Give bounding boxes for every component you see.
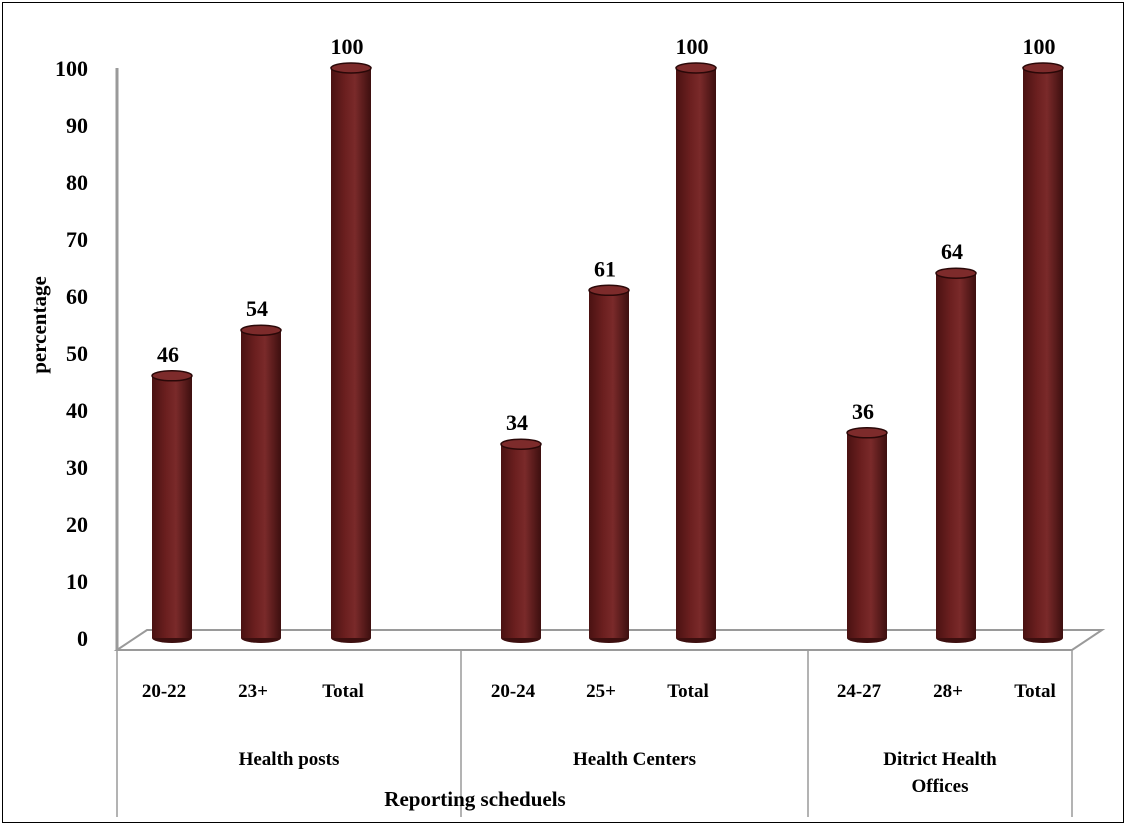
x-tick-label: 20-24 <box>491 681 536 702</box>
y-tick-label: 10 <box>66 569 88 594</box>
y-tick-label: 40 <box>66 398 88 423</box>
x-tick-label: 28+ <box>933 681 963 702</box>
y-axis: 0 10 20 30 40 50 60 70 80 90 100 <box>55 56 119 651</box>
bar <box>1022 62 1064 643</box>
y-tick-label: 20 <box>66 512 88 537</box>
group-label: Health posts <box>239 749 340 770</box>
y-tick-label: 50 <box>66 341 88 366</box>
y-tick-label: 80 <box>66 170 88 195</box>
bar-value-label: 100 <box>331 34 364 59</box>
bar-value-label: 61 <box>594 256 616 281</box>
bar <box>240 324 282 643</box>
y-tick-label: 70 <box>66 227 88 252</box>
y-tick-label: 60 <box>66 284 88 309</box>
x-tick-label: Total <box>1014 681 1056 702</box>
group-label: Health Centers <box>573 749 696 770</box>
bar <box>151 370 193 643</box>
bar-value-label: 100 <box>1023 34 1056 59</box>
bars: 46 54 100 34 61 100 36 64 100 <box>151 34 1064 643</box>
x-tick-label: 24-27 <box>837 681 882 702</box>
y-axis-title: percentage <box>27 276 51 374</box>
x-tick-label: 20-22 <box>142 681 186 702</box>
bar <box>330 62 372 643</box>
x-axis-title: Reporting scheduels <box>384 787 565 811</box>
bar <box>675 62 717 643</box>
y-tick-label: 90 <box>66 113 88 138</box>
bar <box>846 427 888 643</box>
bar-value-label: 46 <box>157 342 179 367</box>
y-tick-label: 0 <box>77 626 88 651</box>
bar <box>500 438 542 643</box>
group-label: Ditrict Health Offices <box>883 749 997 797</box>
x-tick-label: Total <box>322 681 364 702</box>
bar <box>588 284 630 643</box>
y-tick-label: 30 <box>66 455 88 480</box>
x-tick-label: 23+ <box>238 681 268 702</box>
bar-value-label: 34 <box>506 410 528 435</box>
bar-value-label: 100 <box>676 34 709 59</box>
y-tick-label: 100 <box>55 56 88 81</box>
bar <box>935 267 977 643</box>
x-axis: 20-22 23+ Total Health posts 20-24 25+ Total He… <box>116 650 1073 817</box>
bar-value-label: 64 <box>941 239 963 264</box>
bar-value-label: 54 <box>246 296 268 321</box>
bar-value-label: 36 <box>852 399 874 424</box>
x-tick-label: 25+ <box>586 681 616 702</box>
x-tick-label: Total <box>667 681 709 702</box>
